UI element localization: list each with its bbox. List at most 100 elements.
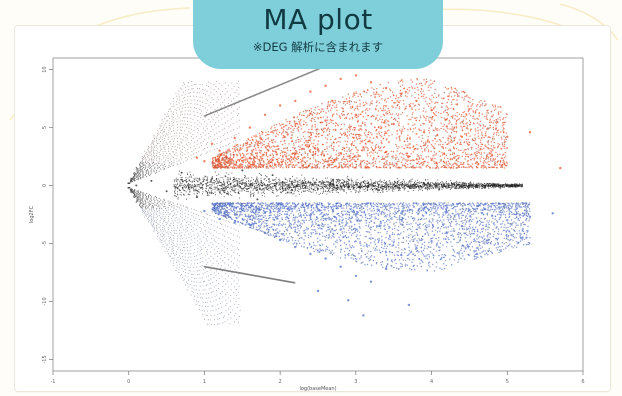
streak-point bbox=[166, 209, 168, 211]
ns-point bbox=[436, 185, 438, 187]
ns-point bbox=[374, 189, 376, 191]
ns-point bbox=[379, 179, 381, 181]
ns-point bbox=[399, 184, 401, 186]
streak-point bbox=[192, 292, 194, 294]
streak-point bbox=[227, 226, 229, 228]
up-point bbox=[466, 125, 469, 127]
streak-point bbox=[197, 262, 199, 264]
ns-point bbox=[342, 184, 344, 186]
streak-point bbox=[142, 196, 144, 198]
ns-point bbox=[223, 191, 225, 193]
streak-point bbox=[238, 322, 240, 324]
up-point bbox=[391, 99, 393, 102]
ns-point bbox=[341, 182, 343, 184]
ns-point bbox=[485, 185, 487, 187]
streak-point bbox=[208, 95, 210, 97]
ns-point bbox=[350, 178, 352, 180]
streak-point bbox=[187, 110, 189, 112]
streak-point bbox=[206, 109, 209, 111]
streak-point bbox=[156, 133, 159, 135]
streak-point bbox=[204, 94, 207, 96]
ns-point bbox=[245, 190, 247, 192]
ns-point bbox=[475, 183, 477, 185]
streak-point bbox=[167, 216, 170, 218]
ns-point bbox=[266, 185, 268, 187]
streak-point bbox=[228, 220, 230, 222]
streak-point bbox=[145, 151, 148, 154]
ns-point bbox=[366, 182, 368, 184]
streak-point bbox=[196, 281, 198, 283]
streak-point bbox=[161, 129, 164, 131]
streak-point bbox=[181, 120, 183, 122]
ns-point bbox=[343, 186, 345, 188]
streak-point bbox=[144, 167, 146, 170]
ns-point bbox=[490, 183, 492, 185]
ns-point bbox=[260, 179, 262, 181]
streak-point bbox=[143, 158, 145, 160]
ns-point bbox=[492, 185, 494, 187]
streak-point bbox=[155, 220, 157, 222]
ns-point bbox=[464, 184, 466, 187]
streak-point bbox=[153, 197, 155, 199]
streak-point bbox=[185, 157, 187, 159]
streak-point bbox=[161, 139, 163, 141]
streak-point bbox=[215, 132, 217, 134]
ns-point bbox=[343, 180, 346, 182]
ns-point bbox=[460, 182, 462, 184]
ns-point bbox=[175, 196, 177, 198]
streak-point bbox=[183, 258, 185, 261]
ns-point bbox=[319, 185, 321, 187]
ns-point bbox=[247, 191, 249, 193]
ns-point bbox=[228, 186, 230, 188]
up-point bbox=[462, 115, 465, 118]
ns-point bbox=[260, 192, 262, 194]
streak-point bbox=[163, 198, 165, 200]
up-point bbox=[298, 130, 300, 132]
streak-point bbox=[159, 208, 161, 210]
streak-point bbox=[148, 159, 150, 161]
streak-point bbox=[195, 229, 197, 231]
streak-point bbox=[164, 203, 166, 205]
ns-point bbox=[414, 183, 416, 185]
streak-point bbox=[148, 163, 150, 165]
ns-point bbox=[335, 179, 337, 181]
ns-point bbox=[255, 189, 257, 191]
streak-point bbox=[216, 246, 218, 248]
streak-point bbox=[222, 296, 224, 298]
streak-point bbox=[147, 153, 149, 155]
streak-point bbox=[161, 123, 163, 125]
streak-point bbox=[233, 104, 235, 106]
ns-point bbox=[418, 187, 420, 189]
ns-point bbox=[185, 179, 187, 181]
streak-point bbox=[145, 158, 147, 161]
ns-point bbox=[420, 184, 422, 187]
streak-point bbox=[230, 232, 232, 235]
streak-point bbox=[213, 300, 215, 302]
ns-point bbox=[393, 187, 395, 190]
streak-point bbox=[180, 224, 182, 226]
ns-point bbox=[363, 183, 365, 185]
streak-point bbox=[202, 127, 204, 129]
streak-point bbox=[189, 232, 191, 234]
ns-point bbox=[224, 186, 226, 188]
ns-point bbox=[228, 183, 230, 185]
streak-point bbox=[200, 293, 202, 295]
ns-point bbox=[263, 190, 265, 192]
ns-point bbox=[407, 184, 409, 186]
ns-point bbox=[495, 183, 497, 185]
streak-point bbox=[224, 320, 226, 323]
streak-point bbox=[183, 265, 185, 267]
streak-point bbox=[138, 175, 140, 177]
streak-point bbox=[193, 220, 195, 222]
streak-point bbox=[147, 160, 149, 162]
streak-point bbox=[193, 99, 195, 101]
ns-point bbox=[184, 184, 187, 186]
streak-point bbox=[194, 126, 196, 128]
streak-point bbox=[185, 209, 187, 211]
streak-point bbox=[225, 219, 227, 221]
ns-point bbox=[250, 190, 252, 192]
streak-point bbox=[182, 85, 184, 87]
ns-point bbox=[414, 180, 416, 182]
streak-point bbox=[154, 201, 156, 203]
streak-point bbox=[236, 95, 238, 98]
